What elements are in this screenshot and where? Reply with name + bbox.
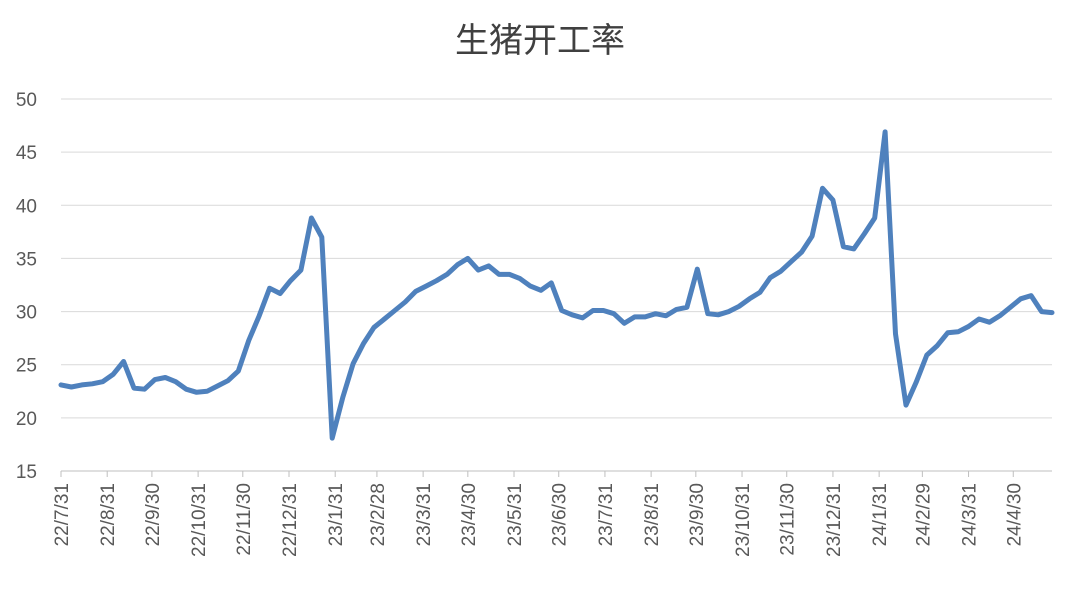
x-tick-label: 23/7/31 <box>596 483 617 546</box>
series-line <box>58 129 1055 441</box>
x-tick-label: 24/3/31 <box>960 483 981 546</box>
y-tick-label: 35 <box>16 249 37 270</box>
x-tick-label: 22/8/31 <box>98 483 119 546</box>
y-tick-label: 15 <box>16 462 37 483</box>
x-tick-label: 23/11/30 <box>778 483 799 556</box>
x-tick-label: 23/2/28 <box>368 483 389 546</box>
x-tick-label: 24/4/30 <box>1004 483 1025 546</box>
chart-title: 生猪开工率 <box>455 21 625 61</box>
x-tick-label: 23/5/31 <box>505 483 526 546</box>
x-tick-label: 22/7/31 <box>52 483 73 546</box>
x-tick-label: 23/6/30 <box>550 483 571 546</box>
x-tick-label: 23/3/31 <box>414 483 435 546</box>
x-tick-label: 22/11/30 <box>234 483 255 556</box>
x-tick-label: 22/10/31 <box>189 483 210 557</box>
x-tick-label: 24/1/31 <box>870 483 891 546</box>
x-tick-label: 22/9/30 <box>143 483 164 546</box>
y-tick-label: 30 <box>16 303 37 324</box>
x-tick-label: 23/8/31 <box>642 483 663 546</box>
x-tick-label: 23/4/30 <box>459 483 480 546</box>
y-tick-label: 20 <box>16 409 37 430</box>
gridlines <box>61 98 1052 419</box>
y-axis: 15 20 25 30 35 40 45 50 <box>16 90 37 483</box>
series-layer <box>58 129 1055 441</box>
x-tick-label: 23/9/30 <box>687 483 708 546</box>
y-tick-label: 45 <box>16 143 37 164</box>
x-tick-label: 22/12/31 <box>280 483 301 557</box>
x-tick-label: 23/12/31 <box>824 483 845 557</box>
x-tick-label: 24/2/29 <box>913 483 934 546</box>
x-tick-label: 23/10/31 <box>733 483 754 557</box>
y-tick-label: 25 <box>16 356 37 377</box>
y-tick-label: 50 <box>16 90 37 111</box>
x-tick-label: 23/1/31 <box>326 483 347 546</box>
x-axis: 22/7/31 22/8/31 22/9/30 22/10/31 22/11/30 22/… <box>52 470 1052 557</box>
y-tick-label: 40 <box>16 196 37 217</box>
